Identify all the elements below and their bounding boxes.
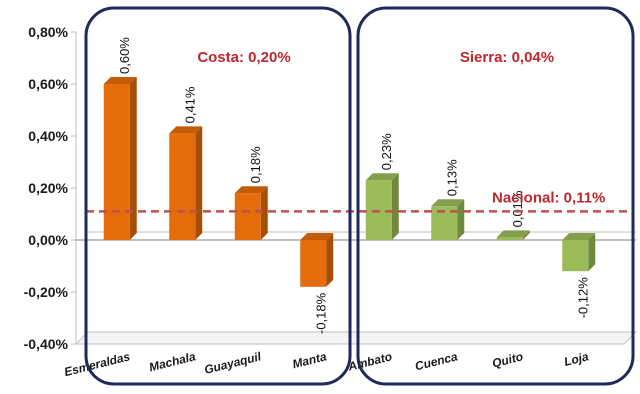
bar-top xyxy=(300,233,334,240)
bar-side xyxy=(522,230,530,240)
data-label: 0,13% xyxy=(444,159,459,196)
data-label: 0,01% xyxy=(510,190,525,227)
reference-line-label: Nacional: 0,11% xyxy=(492,189,605,206)
x-tick-label: Cuenca xyxy=(414,349,460,373)
bar xyxy=(496,237,523,240)
y-tick-label: 0,20% xyxy=(28,180,68,196)
x-tick-label: Esmeraldas xyxy=(63,349,132,379)
chart-floor xyxy=(74,331,638,345)
bar-side xyxy=(391,173,399,240)
data-label: -0,12% xyxy=(575,277,590,319)
bar xyxy=(234,193,261,240)
bar xyxy=(365,180,392,240)
group-label: Costa: 0,20% xyxy=(197,49,290,66)
x-tick-label: Manta xyxy=(291,349,328,371)
group-label: Sierra: 0,04% xyxy=(460,49,554,66)
bar-top xyxy=(169,126,203,134)
bar-side xyxy=(129,77,137,240)
x-tick-label: Guayaquil xyxy=(203,349,263,377)
bar-top xyxy=(365,173,399,181)
bar xyxy=(300,240,327,287)
bar xyxy=(103,84,130,240)
y-tick-label: 0,40% xyxy=(28,128,68,144)
bar-top xyxy=(234,186,268,194)
bar xyxy=(169,133,196,240)
x-tick-label: Quito xyxy=(491,349,525,370)
bar-side xyxy=(326,233,334,287)
y-tick-label: 0,00% xyxy=(28,232,68,248)
y-tick-label: -0,40% xyxy=(24,336,69,352)
bar-top xyxy=(103,77,137,84)
bar xyxy=(562,240,589,272)
bar-side xyxy=(457,199,465,240)
data-label: 0,41% xyxy=(182,86,197,123)
data-label: 0,18% xyxy=(248,146,263,183)
y-tick-label: 0,80% xyxy=(28,24,68,40)
y-tick-label: -0,20% xyxy=(24,284,69,300)
bar-top xyxy=(496,230,530,238)
bar-top xyxy=(431,199,465,207)
data-label: 0,23% xyxy=(379,133,394,170)
x-tick-label: Machala xyxy=(148,349,198,374)
bar-side xyxy=(195,126,203,240)
x-tick-label: Loja xyxy=(563,349,591,369)
group-box xyxy=(356,6,635,386)
data-label: -0,18% xyxy=(313,292,328,334)
bar-side xyxy=(260,186,268,240)
group-box xyxy=(84,6,352,386)
bar-side xyxy=(588,233,596,272)
data-label: 0,60% xyxy=(117,37,132,74)
x-tick-label: Ambato xyxy=(346,349,394,374)
y-tick-label: 0,60% xyxy=(28,76,68,92)
bar-top xyxy=(562,233,596,240)
